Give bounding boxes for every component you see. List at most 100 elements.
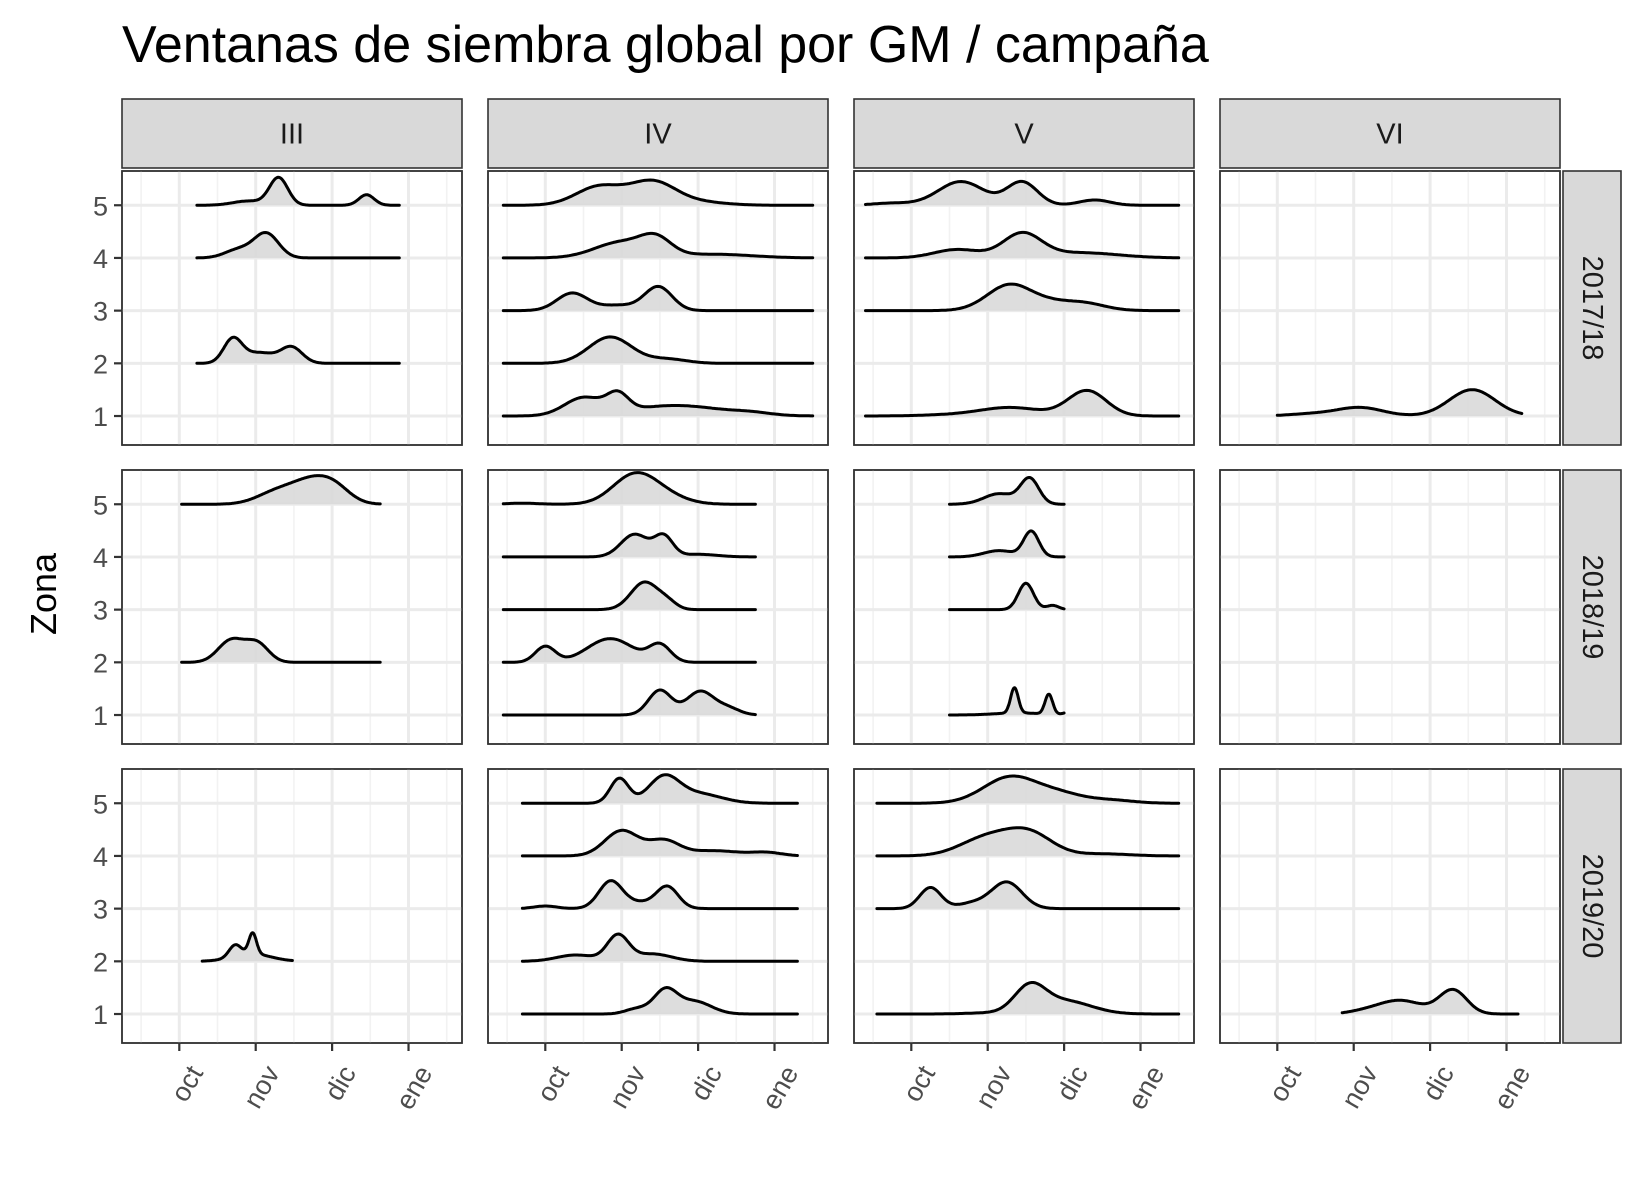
x-tick-label: ene xyxy=(1488,1061,1537,1115)
row-strip-label: 2018/19 xyxy=(1576,555,1608,660)
ridge-line-zona-3 xyxy=(948,581,1066,612)
ridge-line-zona-4 xyxy=(501,532,757,559)
ridge-line-zona-1 xyxy=(1275,388,1524,417)
panel-v-2018-19 xyxy=(853,469,1195,745)
ridge-line-zona-2 xyxy=(180,636,382,664)
panel-border xyxy=(121,170,463,446)
ridge-fill-zona-3 xyxy=(949,583,1065,610)
y-tick-label: 4 xyxy=(93,543,108,573)
x-tick-label: oct xyxy=(531,1060,575,1107)
panel-border xyxy=(487,469,829,745)
x-tick-label: nov xyxy=(970,1060,1018,1113)
panel-iii-2018-19 xyxy=(121,469,463,745)
x-tick-label: oct xyxy=(897,1060,941,1107)
panel-border xyxy=(1219,768,1561,1044)
panel-iii-2017-18 xyxy=(121,170,463,446)
column-strip-label: V xyxy=(1014,119,1034,151)
ridge-line-zona-4 xyxy=(520,828,799,858)
ridge-fill-zona-4 xyxy=(522,830,798,856)
row-strip-2017-18 xyxy=(1562,170,1622,446)
ridge-fill-zona-3 xyxy=(865,284,1179,311)
y-tick-label: 3 xyxy=(93,596,108,626)
ridge-fill-zona-2 xyxy=(181,638,381,663)
panel-iv-2017-18 xyxy=(487,170,829,446)
x-tick-label: dic xyxy=(1417,1061,1460,1106)
panel-vi-2017-18 xyxy=(1219,170,1561,446)
ridge-fill-zona-5 xyxy=(522,774,798,804)
ridge-fill-zona-1 xyxy=(522,987,798,1014)
panel-border xyxy=(487,170,829,446)
x-tick-label: nov xyxy=(238,1060,286,1113)
ridge-fill-zona-5 xyxy=(876,776,1179,804)
x-tick-label: ene xyxy=(756,1061,805,1115)
row-strip-2018-19 xyxy=(1562,469,1622,745)
panel-border xyxy=(853,170,1195,446)
y-tick-label: 4 xyxy=(93,842,108,872)
ridge-line-zona-2 xyxy=(520,932,799,963)
panel-background xyxy=(121,768,463,1044)
panel-vi-2018-19 xyxy=(1219,469,1561,745)
ridge-fill-zona-5 xyxy=(181,475,381,505)
ridge-fill-zona-1 xyxy=(876,982,1179,1014)
facet-grid: III IV V VI 2017/18 2018/19 2019/20 1 2 3 4 5 1 2 3 4 5 1… xyxy=(93,98,1622,1115)
panel-border xyxy=(121,768,463,1044)
ridge-line-zona-5 xyxy=(948,476,1066,506)
x-tick-label: nov xyxy=(604,1060,652,1113)
ridge-line-zona-5 xyxy=(501,178,815,207)
y-tick-label: 3 xyxy=(93,297,108,327)
ridge-line-zona-3 xyxy=(501,580,757,612)
y-tick-label: 2 xyxy=(93,947,108,977)
column-strip-iii xyxy=(121,98,463,169)
ridge-fill-zona-5 xyxy=(503,472,756,505)
column-strip-label: III xyxy=(280,119,304,151)
x-tick-label: dic xyxy=(685,1061,728,1106)
panel-background xyxy=(121,469,463,745)
chart-title: Ventanas de siembra global por GM / camp… xyxy=(122,16,1209,74)
ridge-line-zona-1 xyxy=(501,688,757,717)
column-strip-label: IV xyxy=(644,119,672,151)
ridge-line-zona-1 xyxy=(948,686,1066,717)
ridge-line-zona-4 xyxy=(864,230,1181,260)
ridge-line-zona-5 xyxy=(180,474,382,506)
ridge-line-zona-1 xyxy=(875,981,1181,1016)
ridge-line-zona-5 xyxy=(875,774,1181,805)
y-tick-label: 3 xyxy=(93,895,108,925)
column-strip-iv xyxy=(487,98,829,169)
ridge-line-zona-3 xyxy=(520,879,799,911)
ridge-fill-zona-4 xyxy=(503,533,756,557)
ridge-line-zona-4 xyxy=(501,231,815,260)
x-tick-label: dic xyxy=(319,1061,362,1106)
panel-iv-2019-20 xyxy=(487,768,829,1044)
panel-v-2019-20 xyxy=(853,768,1195,1044)
panel-iii-2019-20 xyxy=(121,768,463,1044)
panel-vi-2019-20 xyxy=(1219,768,1561,1044)
ridge-line-zona-2 xyxy=(501,637,757,664)
ridge-line-zona-5 xyxy=(520,773,799,805)
column-strip-label: VI xyxy=(1376,119,1403,151)
row-strip-label: 2019/20 xyxy=(1576,854,1608,959)
row-strip-2019-20 xyxy=(1562,768,1622,1044)
panel-border xyxy=(487,768,829,1044)
ridge-fill-zona-1 xyxy=(949,687,1065,715)
x-tick-label: dic xyxy=(1051,1061,1094,1106)
ridge-fill-zona-1 xyxy=(1277,389,1522,416)
ridge-line-zona-2 xyxy=(200,931,294,963)
panel-background xyxy=(1219,170,1561,446)
ridge-line-zona-3 xyxy=(501,284,815,313)
ridge-fill-zona-4 xyxy=(503,233,813,258)
ridge-fill-zona-2 xyxy=(503,336,813,364)
ridge-line-zona-4 xyxy=(875,826,1181,858)
ridge-line-zona-5 xyxy=(195,175,401,207)
panel-border xyxy=(853,768,1195,1044)
panel-background xyxy=(121,170,463,446)
y-tick-label: 1 xyxy=(93,1000,108,1030)
y-tick-label: 5 xyxy=(93,789,108,819)
panel-iv-2018-19 xyxy=(487,469,829,745)
y-tick-label: 2 xyxy=(93,349,108,379)
ridge-line-zona-5 xyxy=(501,471,757,506)
y-tick-label: 5 xyxy=(93,490,108,520)
ridge-line-zona-2 xyxy=(195,335,401,365)
panel-border xyxy=(853,469,1195,745)
y-tick-label: 4 xyxy=(93,244,108,274)
x-tick-label: oct xyxy=(1263,1060,1307,1107)
